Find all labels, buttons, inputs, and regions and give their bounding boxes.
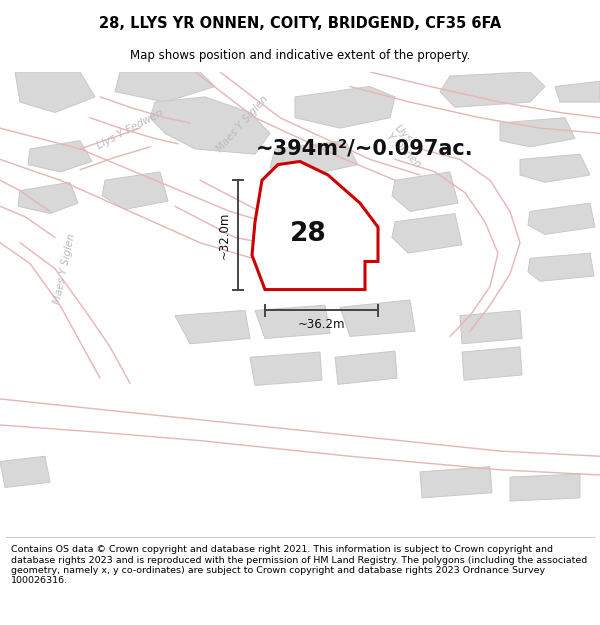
Text: 28: 28 <box>290 221 326 248</box>
Text: Contains OS data © Crown copyright and database right 2021. This information is : Contains OS data © Crown copyright and d… <box>11 545 587 586</box>
Polygon shape <box>460 311 522 344</box>
Polygon shape <box>115 72 215 102</box>
Text: Maes Y Siglen: Maes Y Siglen <box>215 94 271 154</box>
Polygon shape <box>270 141 358 175</box>
Polygon shape <box>175 311 250 344</box>
Polygon shape <box>255 305 330 339</box>
Text: 28, LLYS YR ONNEN, COITY, BRIDGEND, CF35 6FA: 28, LLYS YR ONNEN, COITY, BRIDGEND, CF35… <box>99 16 501 31</box>
Polygon shape <box>18 182 78 214</box>
Text: Map shows position and indicative extent of the property.: Map shows position and indicative extent… <box>130 49 470 62</box>
Polygon shape <box>420 467 492 498</box>
Polygon shape <box>520 154 590 182</box>
Polygon shape <box>555 81 600 102</box>
Polygon shape <box>252 161 378 289</box>
Polygon shape <box>0 456 50 488</box>
Text: Llys Y Fedwen: Llys Y Fedwen <box>95 107 164 151</box>
Polygon shape <box>102 172 168 209</box>
Text: Maes Y Siglen: Maes Y Siglen <box>52 232 77 305</box>
Polygon shape <box>340 300 415 336</box>
Polygon shape <box>392 214 462 253</box>
Polygon shape <box>440 72 545 107</box>
Polygon shape <box>15 72 95 112</box>
Text: ~394m²/~0.097ac.: ~394m²/~0.097ac. <box>256 139 474 159</box>
Polygon shape <box>28 141 92 172</box>
Polygon shape <box>392 172 458 211</box>
Polygon shape <box>528 253 594 281</box>
Polygon shape <box>268 175 328 217</box>
Polygon shape <box>250 352 322 386</box>
Text: ~32.0m: ~32.0m <box>218 211 230 259</box>
Polygon shape <box>150 97 270 154</box>
Text: Llys
Y Onnen: Llys Y Onnen <box>385 123 431 170</box>
Polygon shape <box>335 351 397 384</box>
Text: ~36.2m: ~36.2m <box>298 319 345 331</box>
Polygon shape <box>510 474 580 501</box>
Polygon shape <box>500 118 575 147</box>
Polygon shape <box>295 86 395 128</box>
Polygon shape <box>462 347 522 380</box>
Polygon shape <box>528 203 595 234</box>
